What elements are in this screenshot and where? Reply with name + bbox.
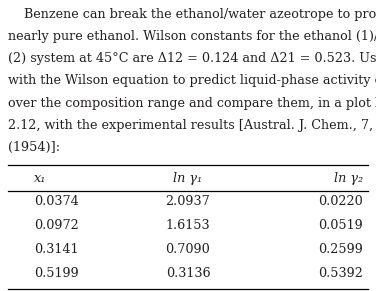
Text: 0.0972: 0.0972 (34, 219, 79, 232)
Text: 0.0220: 0.0220 (318, 196, 363, 208)
Text: (2) system at 45°C are Δ12 = 0.124 and Δ21 = 0.523. Use these: (2) system at 45°C are Δ12 = 0.124 and Δ… (8, 52, 376, 65)
Text: Benzene can break the ethanol/water azeotrope to produce: Benzene can break the ethanol/water azeo… (8, 8, 376, 21)
Text: x₁: x₁ (34, 172, 46, 184)
Text: 0.0519: 0.0519 (318, 219, 363, 232)
Text: 0.3136: 0.3136 (166, 267, 210, 280)
Text: over the composition range and compare them, in a plot like Figure: over the composition range and compare t… (8, 97, 376, 110)
Text: 0.5392: 0.5392 (318, 267, 363, 280)
Text: 2.12, with the experimental results [Austral. J. Chem., 7, 264: 2.12, with the experimental results [Aus… (8, 119, 376, 132)
Text: 0.2599: 0.2599 (318, 243, 363, 256)
Text: 0.0374: 0.0374 (34, 196, 79, 208)
Text: 0.7090: 0.7090 (165, 243, 211, 256)
Text: 0.3141: 0.3141 (34, 243, 78, 256)
Text: 1.6153: 1.6153 (166, 219, 210, 232)
Text: nearly pure ethanol. Wilson constants for the ethanol (1)/benzene: nearly pure ethanol. Wilson constants fo… (8, 30, 376, 43)
Text: 2.0937: 2.0937 (165, 196, 211, 208)
Text: with the Wilson equation to predict liquid-phase activity coefficients: with the Wilson equation to predict liqu… (8, 74, 376, 88)
Text: (1954)]:: (1954)]: (8, 141, 61, 154)
Text: 0.5199: 0.5199 (34, 267, 79, 280)
Text: ln γ₁: ln γ₁ (173, 172, 203, 184)
Text: ln γ₂: ln γ₂ (334, 172, 363, 184)
